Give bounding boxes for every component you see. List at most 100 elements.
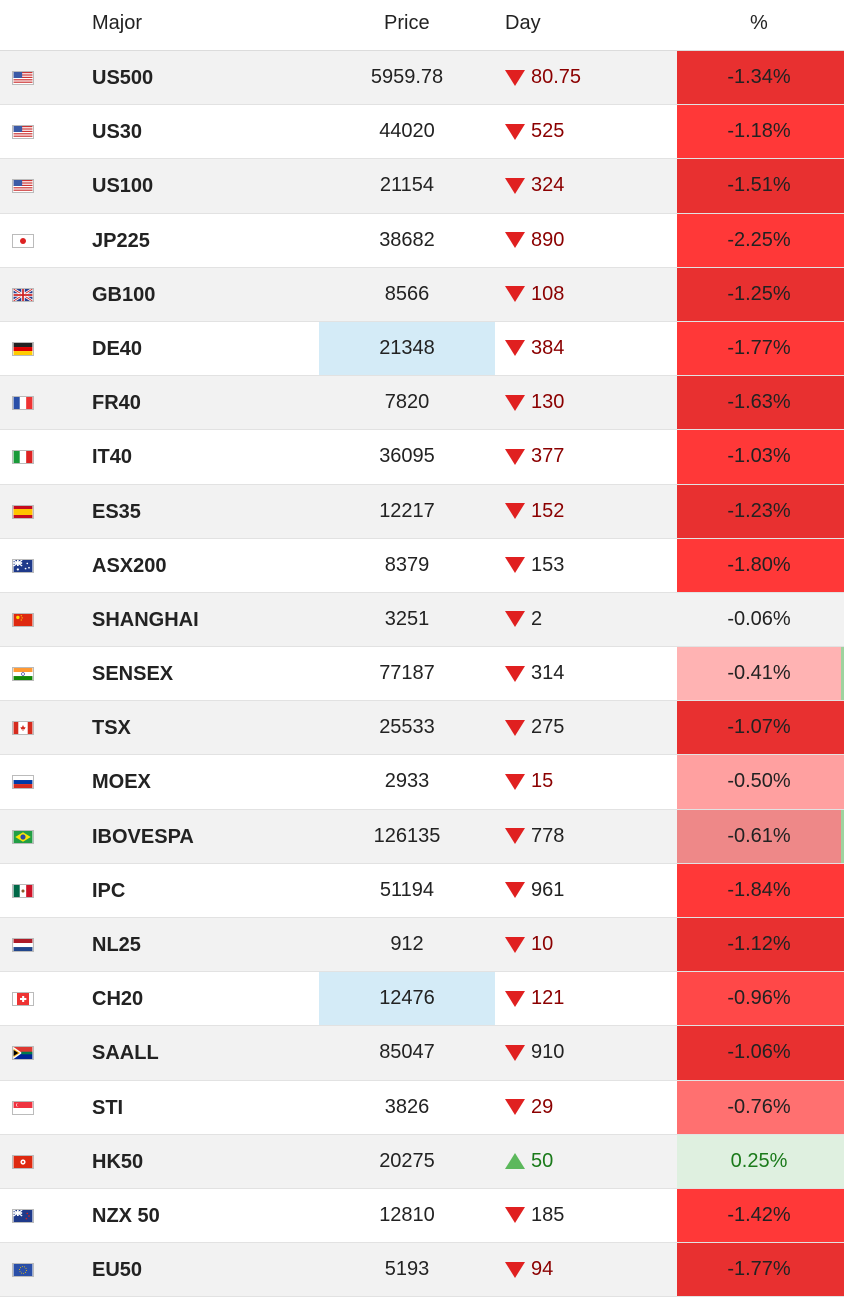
- day-change-value: 314: [531, 662, 565, 685]
- table-row[interactable]: NZX 50 12810 185 -1.42%: [0, 1188, 844, 1244]
- day-change: 324: [505, 174, 564, 197]
- percent-cell: -0.50%: [677, 755, 844, 809]
- price-cell: 7820: [319, 376, 495, 429]
- table-row[interactable]: US500 5959.78 80.75 -1.34%: [0, 51, 844, 106]
- fr-flag-icon: [12, 396, 34, 411]
- table-row[interactable]: SHANGHAI 3251 2 -0.06%: [0, 592, 844, 648]
- percent-cell: -1.77%: [677, 1243, 844, 1297]
- table-row[interactable]: EU50 5193 94 -1.77%: [0, 1243, 844, 1297]
- table-row[interactable]: GB100 8566 108 -1.25%: [0, 267, 844, 322]
- table-row[interactable]: CH20 12476 121 -0.96%: [0, 972, 844, 1027]
- day-change-value: 185: [531, 1203, 565, 1226]
- table-row[interactable]: IBOVESPA 126135 778 -0.61%: [0, 809, 844, 864]
- index-name[interactable]: TSX: [92, 717, 131, 740]
- percent-change-value: -1.23%: [727, 499, 791, 522]
- table-row[interactable]: DE40 21348 384 -1.77%: [0, 321, 844, 377]
- table-row[interactable]: US30 44020 525 -1.18%: [0, 105, 844, 160]
- column-header-price[interactable]: Price: [384, 12, 430, 34]
- index-name[interactable]: STI: [92, 1096, 124, 1119]
- index-name[interactable]: SHANGHAI: [92, 608, 199, 631]
- percent-cell: -1.12%: [677, 918, 844, 972]
- hk-flag-icon: [12, 1154, 34, 1169]
- index-name[interactable]: GB100: [92, 283, 156, 306]
- index-name[interactable]: ASX200: [92, 554, 167, 577]
- index-name[interactable]: IBOVESPA: [92, 825, 194, 848]
- day-change: 29: [505, 1096, 553, 1119]
- index-name[interactable]: SAALL: [92, 1042, 159, 1065]
- down-arrow-icon: [505, 557, 525, 574]
- price-cell: 912: [319, 918, 495, 971]
- table-row[interactable]: STI 3826 29 -0.76%: [0, 1080, 844, 1135]
- percent-change-value: -0.50%: [727, 770, 791, 793]
- day-change-value: 778: [531, 824, 565, 847]
- eu-flag-icon: [12, 1263, 34, 1278]
- day-change: 2: [505, 608, 542, 631]
- index-name[interactable]: CH20: [92, 988, 144, 1011]
- index-name[interactable]: SENSEX: [92, 663, 174, 686]
- table-row[interactable]: FR40 7820 130 -1.63%: [0, 376, 844, 431]
- table-body: US500 5959.78 80.75 -1.34% US30 44020 525 -1.18…: [0, 51, 844, 1297]
- day-change-value: 275: [531, 716, 565, 739]
- index-name[interactable]: FR40: [92, 392, 141, 415]
- gb-flag-icon: [12, 287, 34, 302]
- down-arrow-icon: [505, 611, 525, 628]
- day-change-value: 890: [531, 228, 565, 251]
- day-change-value: 130: [531, 391, 565, 414]
- percent-change-value: -2.25%: [727, 228, 791, 251]
- index-name[interactable]: NL25: [92, 934, 141, 956]
- index-name[interactable]: NZX 50: [92, 1204, 160, 1227]
- table-row[interactable]: SAALL 85047 910 -1.06%: [0, 1026, 844, 1081]
- index-name[interactable]: US100: [92, 175, 154, 198]
- table-row[interactable]: ASX200 8379 153 -1.80%: [0, 538, 844, 593]
- index-name[interactable]: HK50: [92, 1150, 144, 1173]
- price-cell: 12217: [319, 485, 495, 538]
- index-name[interactable]: MOEX: [92, 771, 151, 794]
- price-value: 36095: [379, 445, 435, 468]
- day-change: 525: [505, 120, 564, 143]
- day-change-value: 525: [531, 120, 565, 143]
- table-row[interactable]: US100 21154 324 -1.51%: [0, 159, 844, 214]
- index-name[interactable]: US500: [92, 67, 154, 89]
- index-name[interactable]: EU50: [92, 1259, 143, 1282]
- index-name[interactable]: ES35: [92, 500, 141, 523]
- price-value: 5959.78: [370, 66, 444, 88]
- price-cell: 38682: [319, 214, 495, 267]
- price-cell: 44020: [319, 105, 495, 158]
- table-row[interactable]: IT40 36095 377 -1.03%: [0, 430, 844, 485]
- index-name[interactable]: DE40: [92, 337, 143, 360]
- day-change-value: 10: [531, 933, 554, 955]
- percent-change-value: -0.06%: [727, 607, 791, 630]
- down-arrow-icon: [505, 232, 525, 249]
- index-name[interactable]: JP225: [92, 229, 150, 252]
- table-row[interactable]: JP225 38682 890 -2.25%: [0, 213, 844, 268]
- down-arrow-icon: [505, 503, 525, 519]
- table-row[interactable]: TSX 25533 275 -1.07%: [0, 701, 844, 756]
- index-name[interactable]: IT40: [92, 446, 133, 469]
- ca-flag-icon: [12, 721, 34, 736]
- day-change: 94: [505, 1258, 553, 1281]
- day-change: 80.75: [505, 66, 581, 89]
- column-header-day[interactable]: Day: [505, 12, 541, 34]
- percent-cell: -0.76%: [677, 1080, 844, 1134]
- down-arrow-icon: [505, 69, 525, 86]
- day-change-value: 80.75: [531, 66, 582, 88]
- percent-change-value: -0.41%: [727, 662, 791, 685]
- table-row[interactable]: ES35 12217 152 -1.23%: [0, 484, 844, 539]
- index-name[interactable]: IPC: [92, 879, 126, 902]
- table-row[interactable]: HK50 20275 50 0.25%: [0, 1134, 844, 1189]
- table-row[interactable]: SENSEX 77187 314 -0.41%: [0, 647, 844, 702]
- down-arrow-icon: [505, 665, 525, 682]
- percent-change-value: 0.25%: [730, 1149, 788, 1172]
- day-change: 384: [505, 337, 564, 360]
- day-change-value: 50: [531, 1149, 554, 1172]
- table-row[interactable]: NL25 912 10 -1.12%: [0, 918, 844, 973]
- percent-change-value: -0.61%: [727, 824, 791, 847]
- table-row[interactable]: IPC 51194 961 -1.84%: [0, 863, 844, 918]
- down-arrow-icon: [505, 828, 525, 845]
- index-name[interactable]: US30: [92, 121, 143, 144]
- down-arrow-icon: [505, 773, 525, 790]
- table-row[interactable]: MOEX 2933 15 -0.50%: [0, 755, 844, 810]
- column-header-percent[interactable]: %: [750, 12, 768, 34]
- down-arrow-icon: [505, 394, 525, 411]
- column-header-major[interactable]: Major: [92, 12, 143, 34]
